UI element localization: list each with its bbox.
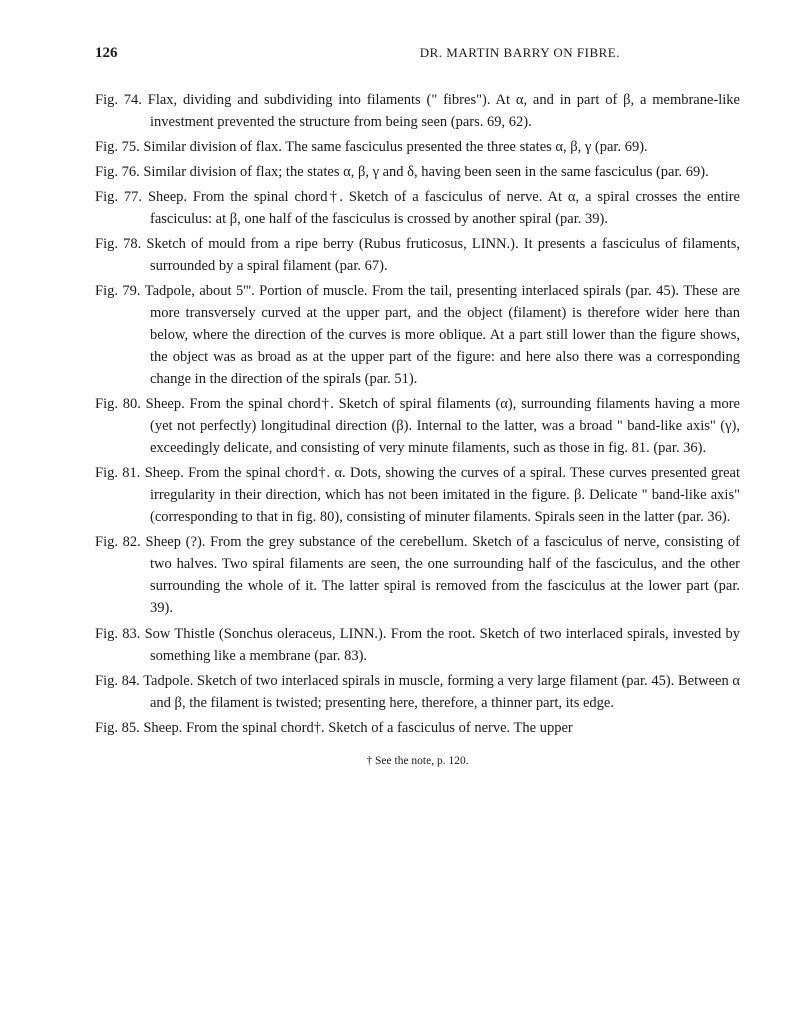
entry-text: Fig. 80. Sheep. From the spinal chord†. … <box>95 393 740 459</box>
figure-entry: Fig. 76. Similar division of flax; the s… <box>95 161 740 183</box>
entry-text: Fig. 83. Sow Thistle (Sonchus oleraceus,… <box>95 623 740 667</box>
figure-entry: Fig. 82. Sheep (?). From the grey substa… <box>95 531 740 619</box>
entry-text: Fig. 77. Sheep. From the spinal chord†. … <box>95 186 740 230</box>
figure-entry: Fig. 75. Similar division of flax. The s… <box>95 136 740 158</box>
header-title: DR. MARTIN BARRY ON FIBRE. <box>420 43 620 63</box>
figure-entry: Fig. 83. Sow Thistle (Sonchus oleraceus,… <box>95 623 740 667</box>
entry-text: Fig. 82. Sheep (?). From the grey substa… <box>95 531 740 619</box>
figure-entry: Fig. 85. Sheep. From the spinal chord†. … <box>95 717 740 739</box>
entry-text: Fig. 74. Flax, dividing and subdividing … <box>95 89 740 133</box>
entry-text: Fig. 76. Similar division of flax; the s… <box>95 161 740 183</box>
figure-entry: Fig. 81. Sheep. From the spinal chord†. … <box>95 462 740 528</box>
entry-text: Fig. 79. Tadpole, about 5'''. Portion of… <box>95 280 740 390</box>
figure-entry: Fig. 77. Sheep. From the spinal chord†. … <box>95 186 740 230</box>
figure-entry: Fig. 84. Tadpole. Sketch of two interlac… <box>95 670 740 714</box>
entry-text: Fig. 85. Sheep. From the spinal chord†. … <box>95 717 740 739</box>
figure-entry: Fig. 78. Sketch of mould from a ripe ber… <box>95 233 740 277</box>
entries-container: Fig. 74. Flax, dividing and subdividing … <box>95 89 740 739</box>
figure-entry: Fig. 80. Sheep. From the spinal chord†. … <box>95 393 740 459</box>
entry-text: Fig. 81. Sheep. From the spinal chord†. … <box>95 462 740 528</box>
footnote: † See the note, p. 120. <box>95 753 740 770</box>
figure-entry: Fig. 79. Tadpole, about 5'''. Portion of… <box>95 280 740 390</box>
page-number: 126 <box>95 42 118 65</box>
page-header: 126 DR. MARTIN BARRY ON FIBRE. <box>95 42 740 65</box>
entry-text: Fig. 75. Similar division of flax. The s… <box>95 136 740 158</box>
entry-text: Fig. 84. Tadpole. Sketch of two interlac… <box>95 670 740 714</box>
entry-text: Fig. 78. Sketch of mould from a ripe ber… <box>95 233 740 277</box>
figure-entry: Fig. 74. Flax, dividing and subdividing … <box>95 89 740 133</box>
